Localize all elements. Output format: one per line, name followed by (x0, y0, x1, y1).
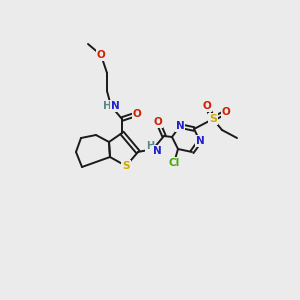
Text: N: N (196, 136, 204, 146)
Text: O: O (154, 117, 162, 127)
Text: O: O (97, 50, 105, 60)
Text: Cl: Cl (168, 158, 180, 168)
Text: O: O (202, 101, 211, 111)
Text: O: O (133, 109, 141, 119)
Text: H: H (103, 101, 111, 111)
Text: N: N (176, 121, 184, 131)
Text: S: S (209, 114, 217, 124)
Text: N: N (153, 146, 161, 156)
Text: O: O (222, 107, 230, 117)
Text: H: H (146, 141, 154, 151)
Text: N: N (111, 101, 119, 111)
Text: S: S (122, 161, 130, 171)
